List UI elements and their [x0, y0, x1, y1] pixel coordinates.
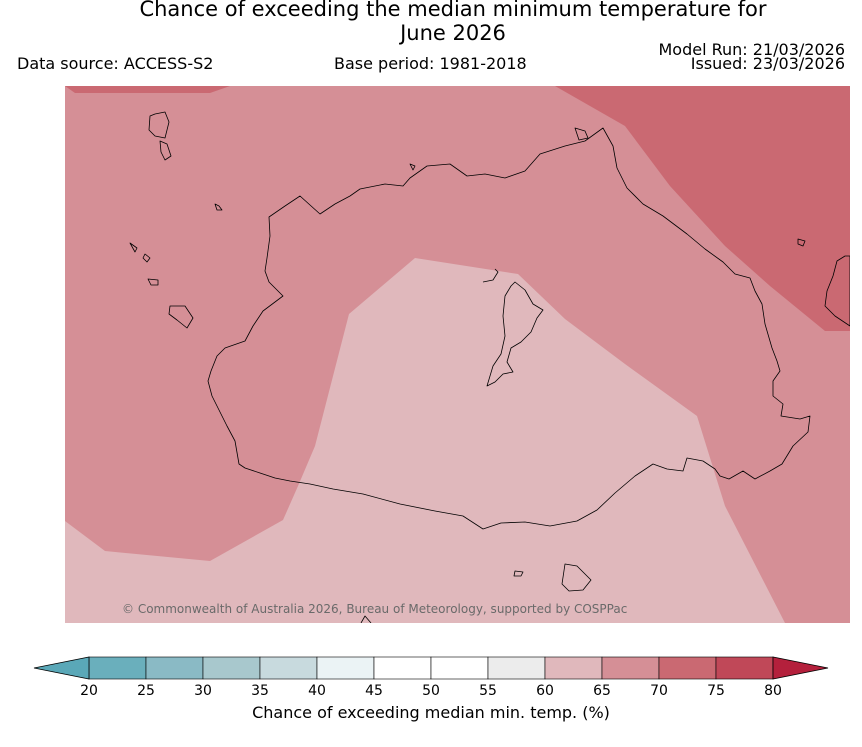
colorbar-cell	[373, 656, 432, 680]
map-title: Chance of exceeding the median minimum t…	[0, 0, 862, 45]
zone-70-75-top-left	[65, 86, 230, 93]
islet-south-edge	[360, 615, 372, 623]
islet-west-3	[147, 278, 159, 286]
colorbar-tick-label: 60	[536, 683, 554, 699]
colorbar-over-arrow	[772, 656, 829, 680]
islet-north-west-3	[214, 203, 223, 211]
inland-lake-notch	[482, 268, 499, 283]
colorbar-tick-label: 65	[593, 683, 611, 699]
islet-north-west-1	[148, 111, 170, 139]
colorbar-cell	[316, 656, 375, 680]
colorbar-tick-label: 80	[764, 683, 782, 699]
copyright-notice: © Commonwealth of Australia 2026, Bureau…	[122, 602, 627, 616]
colorbar-cell	[202, 656, 261, 680]
colorbar-tick-label: 70	[650, 683, 668, 699]
colorbar-tick-label: 20	[80, 683, 98, 699]
colorbar-cell	[601, 656, 660, 680]
colorbar-cell	[715, 656, 774, 680]
colorbar-tick-label: 35	[251, 683, 269, 699]
colorbar-cell	[145, 656, 204, 680]
map-title-line-1: Chance of exceeding the median minimum t…	[139, 0, 767, 21]
map-title-line-2: June 2026	[400, 21, 506, 45]
colorbar-tick-label: 50	[422, 683, 440, 699]
islet-north-west-2	[159, 140, 172, 161]
islet-south-2	[561, 563, 592, 592]
data-source-label: Data source: ACCESS-S2	[17, 54, 214, 73]
islet-west-4	[168, 305, 194, 329]
colorbar-tick-label: 40	[308, 683, 326, 699]
probability-map: © Commonwealth of Australia 2026, Bureau…	[65, 86, 850, 623]
islet-east	[797, 238, 806, 247]
colorbar-title: Chance of exceeding median min. temp. (%…	[252, 703, 610, 722]
colorbar-under-arrow	[33, 656, 90, 680]
zone-70-75-northeast	[555, 86, 850, 331]
base-period-label: Base period: 1981-2018	[334, 54, 527, 73]
colorbar-cell	[487, 656, 546, 680]
colorbar-cell	[88, 656, 147, 680]
islet-north-2	[409, 163, 416, 171]
colorbar-cells	[88, 656, 774, 680]
colorbar-cell	[544, 656, 603, 680]
colorbar-tick-labels: 20 25 30 35 40 45 50 55 60 65 70 75 80	[80, 683, 782, 699]
colorbar-tick-label: 25	[137, 683, 155, 699]
islet-west-2	[142, 253, 151, 263]
colorbar-legend: 20 25 30 35 40 45 50 55 60 65 70 75 80 Chance of exc…	[33, 656, 829, 722]
islet-west-1	[129, 242, 138, 253]
colorbar-tick-label: 75	[707, 683, 725, 699]
islet-far-east	[824, 255, 850, 327]
colorbar-cell	[430, 656, 489, 680]
colorbar-cell	[658, 656, 717, 680]
model-run-label: Model Run: 21/03/2026	[658, 40, 846, 59]
colorbar-cell	[259, 656, 318, 680]
main-island-coastline	[207, 127, 811, 530]
colorbar-tick-label: 55	[479, 683, 497, 699]
issued-label: Issued: 23/03/2026	[690, 54, 845, 73]
islet-north-1	[574, 127, 589, 141]
zone-60-65-central	[65, 258, 785, 623]
islet-south-1	[513, 570, 524, 577]
colorbar-tick-label: 45	[365, 683, 383, 699]
colorbar-tick-label: 30	[194, 683, 212, 699]
inland-lake-outline	[486, 281, 544, 387]
